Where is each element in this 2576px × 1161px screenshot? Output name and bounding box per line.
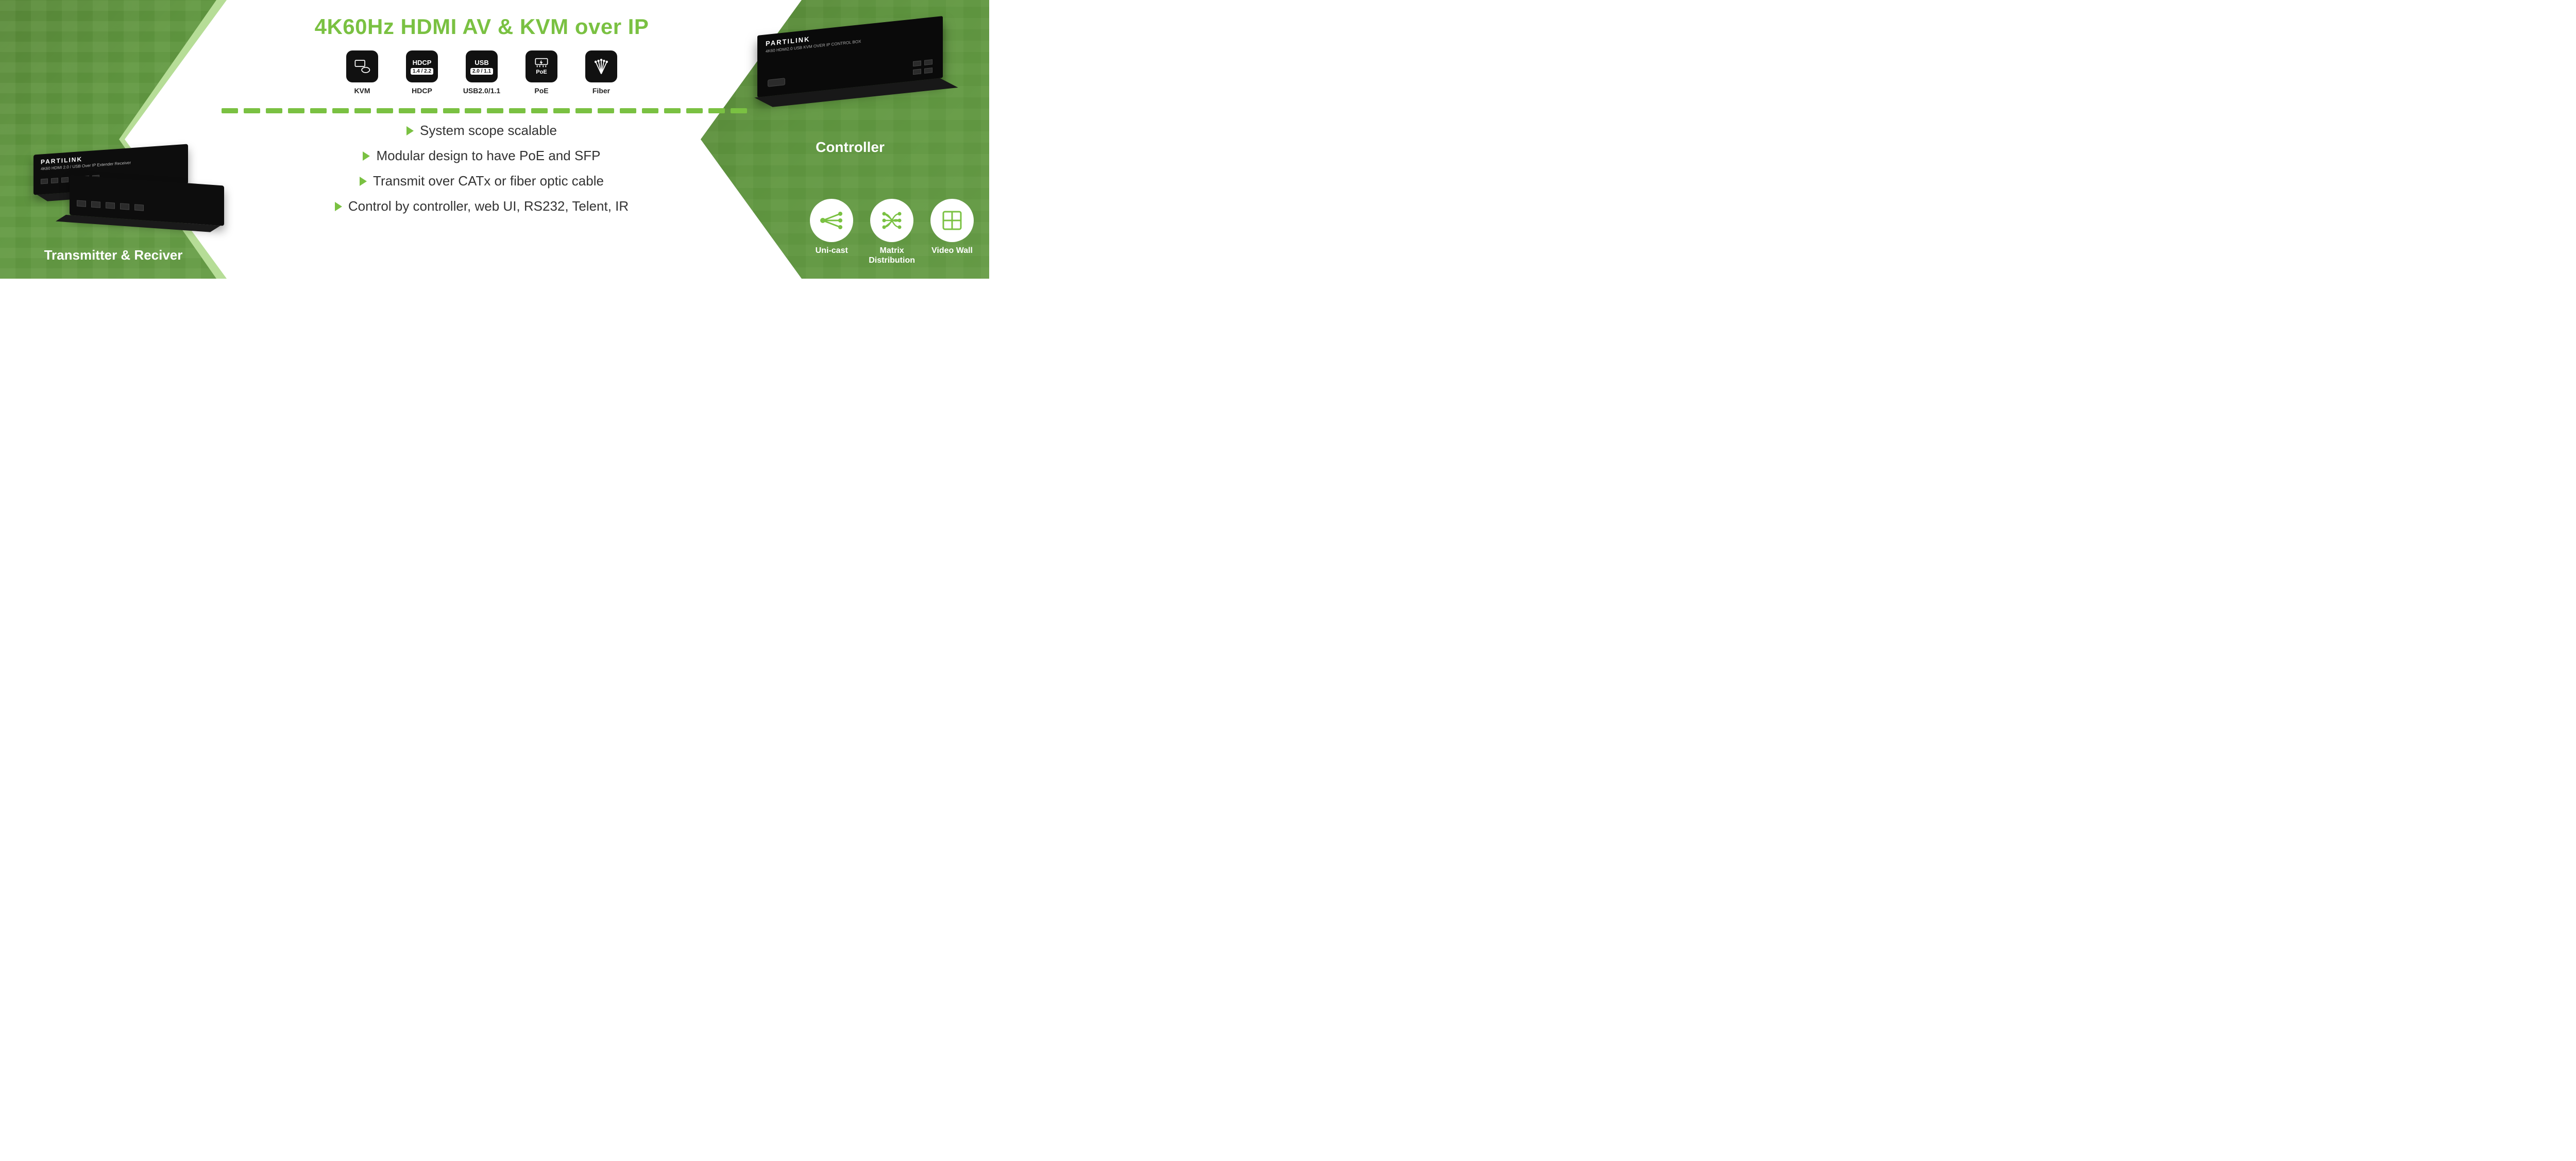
dash-segment — [377, 108, 393, 113]
feature-text: Transmit over CATx or fiber optic cable — [373, 173, 604, 189]
feature-item: System scope scalable — [406, 123, 557, 139]
right-product-area: PARTILINK 4K60 HDMI2.0 USB KVM OVER IP C… — [726, 26, 974, 156]
dash-segment — [620, 108, 636, 113]
unicast-icon — [810, 199, 853, 242]
mode-label: Video Wall — [931, 246, 973, 255]
feature-text: System scope scalable — [420, 123, 557, 139]
feature-text: Modular design to have PoE and SFP — [376, 148, 600, 164]
bullet-triangle-icon — [406, 126, 414, 135]
dash-segment — [421, 108, 437, 113]
controller-box: PARTILINK 4K60 HDMI2.0 USB KVM OVER IP C… — [757, 16, 943, 97]
rear-ports — [77, 200, 144, 211]
product-banner: PARTILINK 4K60 HDMI 2.0 / USB Over IP Ex… — [0, 0, 989, 279]
dash-segment — [686, 108, 703, 113]
left-product-area: PARTILINK 4K60 HDMI 2.0 / USB Over IP Ex… — [10, 149, 216, 263]
kvm-icon — [346, 50, 378, 82]
feature-item: Transmit over CATx or fiber optic cable — [360, 173, 604, 189]
feature-list: System scope scalable Modular design to h… — [222, 123, 742, 214]
transmitter-receiver-device: PARTILINK 4K60 HDMI 2.0 / USB Over IP Ex… — [28, 149, 198, 211]
spec-label: USB2.0/1.1 — [463, 87, 500, 95]
mode-videowall: Video Wall — [930, 199, 974, 265]
dash-segment — [708, 108, 725, 113]
dash-segment — [354, 108, 371, 113]
spec-label: HDCP — [412, 87, 432, 95]
bullet-triangle-icon — [360, 177, 367, 186]
spec-label: PoE — [534, 87, 548, 95]
vga-port — [768, 78, 785, 87]
transmitter-box — [70, 175, 224, 226]
dash-segment — [553, 108, 570, 113]
dash-segment — [244, 108, 260, 113]
mode-unicast: Uni-cast — [810, 199, 853, 265]
dash-segment — [531, 108, 548, 113]
spec-poe: PoE PoE — [520, 50, 563, 95]
dash-segment — [487, 108, 503, 113]
bullet-triangle-icon — [335, 202, 342, 211]
dash-segment — [222, 108, 238, 113]
feature-item: Modular design to have PoE and SFP — [363, 148, 600, 164]
dash-segment — [598, 108, 614, 113]
dash-segment — [332, 108, 349, 113]
dash-segment — [664, 108, 681, 113]
dash-segment — [288, 108, 304, 113]
spec-usb2011: USB2.0 / 1.1 USB2.0/1.1 — [461, 50, 503, 95]
dash-segment — [509, 108, 526, 113]
feature-text: Control by controller, web UI, RS232, Te… — [348, 198, 629, 214]
spec-label: KVM — [354, 87, 370, 95]
mode-label: Uni-cast — [816, 246, 848, 255]
dashed-divider — [222, 108, 747, 113]
dash-segment — [465, 108, 481, 113]
usb-icon: USB2.0 / 1.1 — [466, 50, 498, 82]
left-product-label: Transmitter & Reciver — [10, 247, 216, 263]
poe-icon: PoE — [526, 50, 557, 82]
hdcp-icon: HDCP1.4 / 2.2 — [406, 50, 438, 82]
center-content: 4K60Hz HDMI AV & KVM over IP KVM HDCP1.4 … — [222, 0, 742, 279]
dash-segment — [575, 108, 592, 113]
videowall-icon — [930, 199, 974, 242]
dash-segment — [642, 108, 658, 113]
spec-label: Fiber — [592, 87, 610, 95]
mode-icons-row: Uni-cast MatrixDistribution Video Wall — [810, 199, 974, 265]
dash-segment — [310, 108, 327, 113]
mode-matrix: MatrixDistribution — [869, 199, 915, 265]
usb-ports — [913, 59, 933, 75]
controller-device: PARTILINK 4K60 HDMI2.0 USB KVM OVER IP C… — [752, 26, 948, 118]
mode-label: MatrixDistribution — [869, 246, 915, 265]
spec-hdcp: HDCP1.4 / 2.2 HDCP — [401, 50, 443, 95]
bullet-triangle-icon — [363, 151, 370, 161]
dash-segment — [443, 108, 460, 113]
dash-segment — [266, 108, 282, 113]
banner-title: 4K60Hz HDMI AV & KVM over IP — [222, 14, 742, 39]
spec-fiber: Fiber — [580, 50, 622, 95]
fiber-icon — [585, 50, 617, 82]
dash-segment — [399, 108, 415, 113]
spec-kvm: KVM — [341, 50, 383, 95]
right-product-label: Controller — [726, 139, 974, 156]
feature-item: Control by controller, web UI, RS232, Te… — [335, 198, 629, 214]
spec-icons-row: KVM HDCP1.4 / 2.2 HDCP USB2.0 / 1.1 USB2.0/1… — [222, 50, 742, 95]
matrix-icon — [870, 199, 913, 242]
